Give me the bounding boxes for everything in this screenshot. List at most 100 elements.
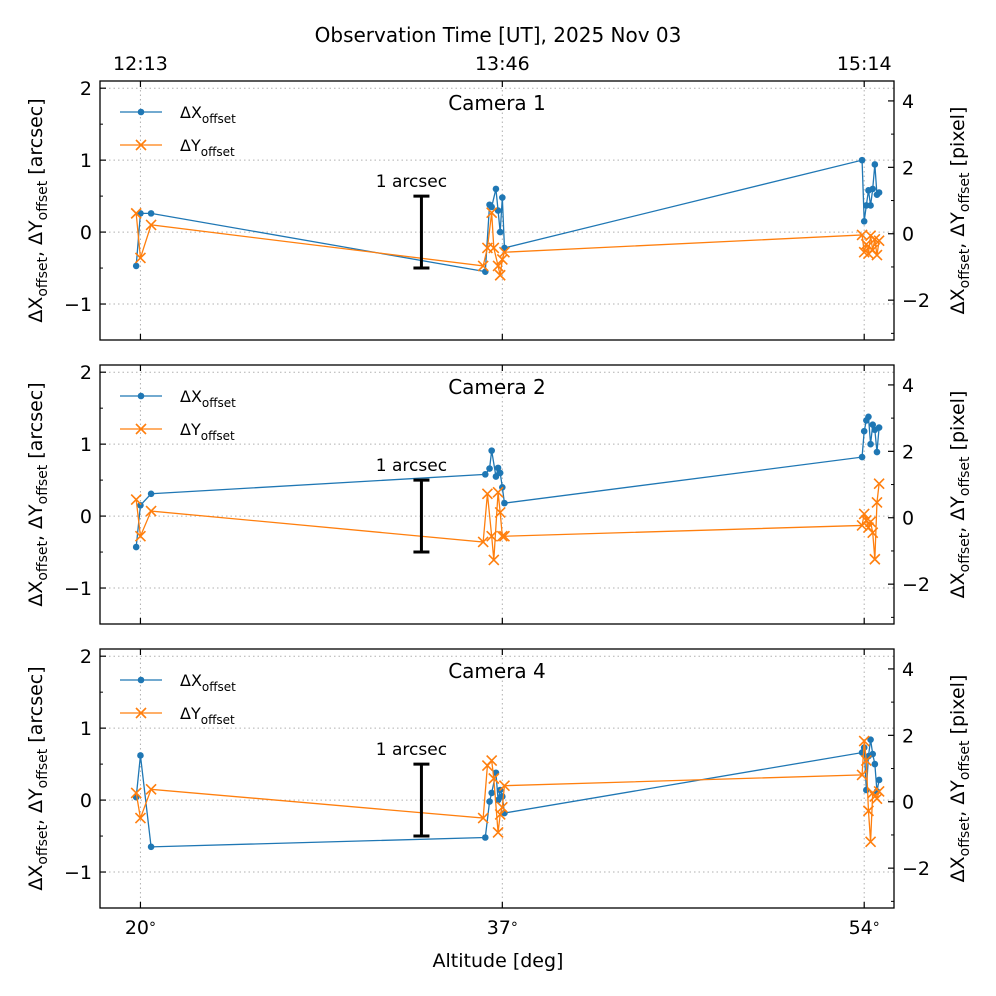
legend-main: Y [190, 704, 201, 723]
data-point [871, 760, 879, 768]
data-point [145, 505, 157, 517]
data-point [498, 780, 511, 792]
y-label-sub: offset [957, 172, 973, 212]
data-point [134, 812, 147, 824]
series-line [135, 212, 880, 276]
y-label-sub: offset [957, 532, 973, 572]
data-point [865, 516, 877, 528]
y-label-part: , ΔY [947, 780, 969, 817]
y-label-part: ΔX [25, 297, 47, 323]
data-point [858, 453, 866, 461]
y-tick-label-right: −2 [902, 574, 930, 596]
legend-main: Y [190, 420, 201, 439]
data-point [867, 527, 879, 539]
y-axis-label-right: ΔXoffset, ΔYoffset [pixel] [947, 391, 973, 599]
legend-sub: offset [202, 680, 236, 694]
y-tick-label-left: −1 [64, 862, 92, 884]
y-tick-label-right: 4 [902, 91, 914, 113]
scale-bar-label: 1 arcsec [376, 456, 447, 476]
y-axis-label-right: ΔXoffset, ΔYoffset [pixel] [947, 675, 973, 883]
y-label-part: , ΔY [25, 788, 47, 825]
legend-marker [137, 676, 145, 684]
y-label-part: , ΔY [947, 212, 969, 249]
legend-symbol: Δ [180, 704, 191, 723]
legend-main: X [191, 387, 202, 406]
x-tick-value: 20 [125, 917, 149, 939]
y-label-part: , ΔY [25, 220, 47, 257]
data-point [867, 736, 874, 743]
data-point [499, 194, 506, 201]
legend-sub: offset [202, 396, 236, 410]
y-label-sub: offset [957, 456, 973, 496]
data-point [494, 506, 506, 519]
data-point [488, 447, 495, 454]
data-point [488, 203, 495, 211]
data-point [130, 787, 142, 799]
y-tick-label-right: −2 [902, 858, 930, 880]
legend-entry-label: ΔYoffset [180, 136, 235, 159]
panel-title: Camera 4 [448, 659, 546, 683]
data-point [494, 464, 502, 472]
y-tick-label-right: −2 [902, 290, 930, 312]
y-tick-label-left: 0 [80, 222, 92, 244]
data-point [488, 242, 500, 254]
data-point [132, 262, 140, 270]
y-tick-label-right: 2 [902, 157, 914, 179]
data-point [871, 161, 879, 168]
data-point [873, 478, 885, 490]
y-tick-label-right: 4 [902, 375, 914, 397]
series-line [135, 739, 880, 848]
y-tick-label-left: 2 [80, 362, 92, 384]
data-point [858, 508, 870, 520]
y-label-part: [arcsec] [25, 98, 47, 180]
legend-marker [137, 108, 145, 116]
y-label-part: [pixel] [947, 391, 969, 457]
data-point [494, 269, 506, 281]
y-axis-label-left: ΔXoffset, ΔYoffset [arcsec] [25, 382, 51, 606]
data-point [858, 735, 870, 747]
y-tick-label-right: 0 [902, 792, 914, 814]
legend-main: Y [190, 136, 201, 155]
data-point [869, 553, 881, 565]
y-tick-label-right: 0 [902, 224, 914, 246]
data-point [865, 413, 872, 421]
scale-bar-label: 1 arcsec [376, 172, 447, 192]
y-axis-label-left: ΔXoffset, ΔYoffset [arcsec] [25, 666, 51, 890]
data-point [145, 783, 157, 795]
data-point [134, 530, 147, 542]
y-axis-label-left: ΔXoffset, ΔYoffset [arcsec] [25, 98, 51, 322]
data-point [860, 217, 868, 225]
data-point [860, 754, 872, 767]
data-point [871, 249, 883, 261]
data-point [137, 501, 144, 509]
data-point [858, 156, 866, 164]
data-point [477, 536, 489, 548]
y-label-sub: offset [957, 816, 973, 856]
top-tick-label: 12:13 [113, 53, 168, 75]
legend-sub: offset [201, 713, 235, 727]
data-point [873, 235, 885, 247]
axes-frame [99, 364, 895, 625]
y-label-part: ΔX [947, 856, 969, 882]
x-tick-value: 54 [849, 917, 873, 939]
y-label-sub: offset [957, 740, 973, 780]
axes-frame [99, 80, 895, 341]
legend-entry-label: ΔXoffset [180, 671, 236, 694]
y-tick-label-left: 1 [80, 434, 92, 456]
legend-entry-label: ΔXoffset [180, 103, 236, 126]
y-tick-label-right: 2 [902, 725, 914, 747]
data-point [481, 834, 489, 841]
data-point [499, 793, 506, 800]
data-point [492, 826, 504, 839]
legend-entry-label: ΔYoffset [180, 704, 235, 727]
data-point [498, 246, 511, 258]
data-point [477, 260, 489, 272]
y-label-part: ΔX [25, 865, 47, 891]
data-point [132, 543, 140, 551]
y-tick-label-left: 2 [80, 78, 92, 100]
data-point [496, 530, 508, 542]
data-point [869, 185, 877, 193]
